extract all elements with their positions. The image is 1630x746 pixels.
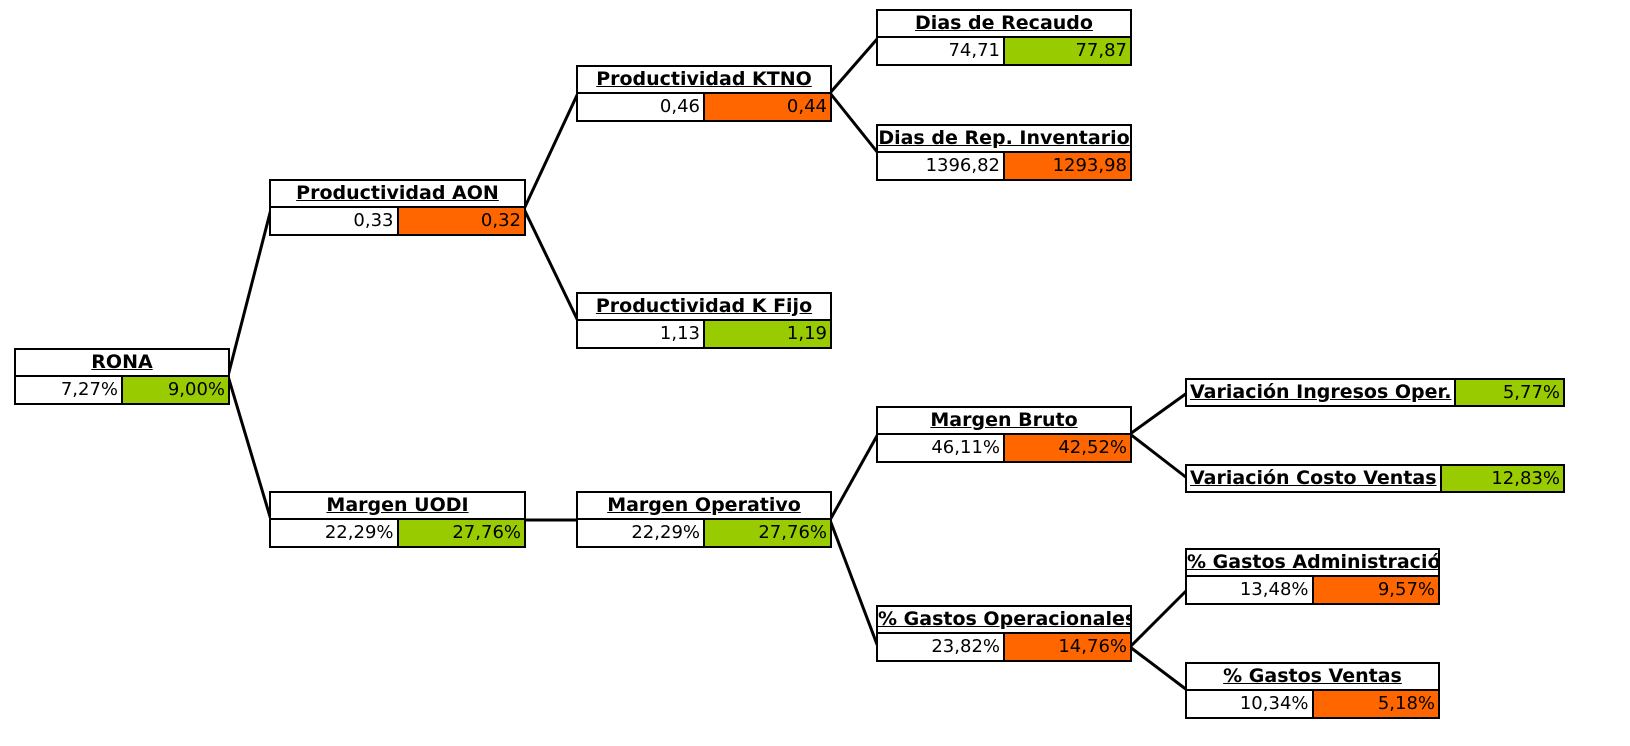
current-value: 1,19 [705,321,830,347]
node-productividad-aon: Productividad AON 0,33 0,32 [269,179,526,236]
node-title: % Gastos Ventas [1185,662,1440,691]
node-dias-de-recaudo: Dias de Recaudo 74,71 77,87 [876,9,1132,66]
edge-bruto-ingresos [1129,391,1188,436]
previous-value: 1396,82 [878,153,1005,179]
current-value: 9,57% [1313,577,1438,603]
node-title: Margen Operativo [576,491,832,520]
node-title: Dias de Recaudo [876,9,1132,38]
node-title: Variación Ingresos Oper. [1187,380,1457,405]
node-title: Dias de Rep. Inventario [876,124,1132,153]
previous-value: 22,29% [271,520,399,546]
previous-value: 7,27% [16,377,123,403]
current-value: 5,18% [1313,691,1438,717]
node-gastos-administracion: % Gastos Administración 13,48% 9,57% [1185,548,1440,605]
previous-value: 13,48% [1187,577,1314,603]
node-title: % Gastos Operacionales [876,605,1132,634]
node-margen-uodi: Margen UODI 22,29% 27,76% [269,491,526,548]
previous-value: 0,33 [271,208,399,234]
current-value: 0,32 [398,208,524,234]
previous-value: 23,82% [878,634,1005,660]
edge-aon-ktno [522,92,580,210]
previous-value: 0,46 [578,94,705,120]
node-margen-operativo: Margen Operativo 22,29% 27,76% [576,491,832,548]
edge-gastos-op-ventas [1129,645,1188,692]
previous-value: 46,11% [878,435,1005,461]
current-value: 0,44 [705,94,830,120]
current-value: 9,00% [123,377,228,403]
previous-value: 74,71 [878,38,1005,64]
node-title: Margen UODI [269,491,526,520]
previous-value: 1,13 [578,321,705,347]
node-title: Productividad AON [269,179,526,208]
node-title: Margen Bruto [876,406,1132,435]
node-title: RONA [14,348,230,377]
edge-aon-kfijo [522,208,580,322]
edge-operativo-bruto [828,433,880,521]
previous-value: 10,34% [1187,691,1314,717]
node-title: Productividad K Fijo [576,292,832,321]
current-value: 27,76% [705,520,830,546]
current-value: 1293,98 [1005,153,1130,179]
edge-operativo-gastos-op [828,519,880,648]
current-value: 12,83% [1441,466,1563,491]
edge-bruto-costo [1129,432,1188,480]
node-rona: RONA 7,27% 9,00% [14,348,230,405]
edge-rona-aon [226,208,273,377]
edge-gastos-op-adm [1128,588,1189,649]
current-value: 5,77% [1456,380,1563,405]
previous-value: 22,29% [578,520,705,546]
node-gastos-ventas: % Gastos Ventas 10,34% 5,18% [1185,662,1440,719]
node-gastos-operacionales: % Gastos Operacionales 23,82% 14,76% [876,605,1132,662]
edge-ktno-inventario [828,92,880,154]
node-margen-bruto: Margen Bruto 46,11% 42,52% [876,406,1132,463]
current-value: 27,76% [398,520,524,546]
node-title: Variación Costo Ventas [1187,466,1442,491]
node-dias-de-rep-inventario: Dias de Rep. Inventario 1396,82 1293,98 [876,124,1132,181]
node-variacion-ingresos-oper: Variación Ingresos Oper. 5,77% [1185,378,1565,407]
node-productividad-k-fijo: Productividad K Fijo 1,13 1,19 [576,292,832,349]
edge-ktno-recaudo [828,37,880,94]
current-value: 14,76% [1005,634,1130,660]
node-title: % Gastos Administración [1185,548,1440,577]
node-productividad-ktno: Productividad KTNO 0,46 0,44 [576,65,832,122]
node-title: Productividad KTNO [576,65,832,94]
edge-rona-uodi [226,375,273,521]
node-variacion-costo-ventas: Variación Costo Ventas 12,83% [1185,464,1565,493]
current-value: 42,52% [1005,435,1130,461]
current-value: 77,87 [1005,38,1130,64]
